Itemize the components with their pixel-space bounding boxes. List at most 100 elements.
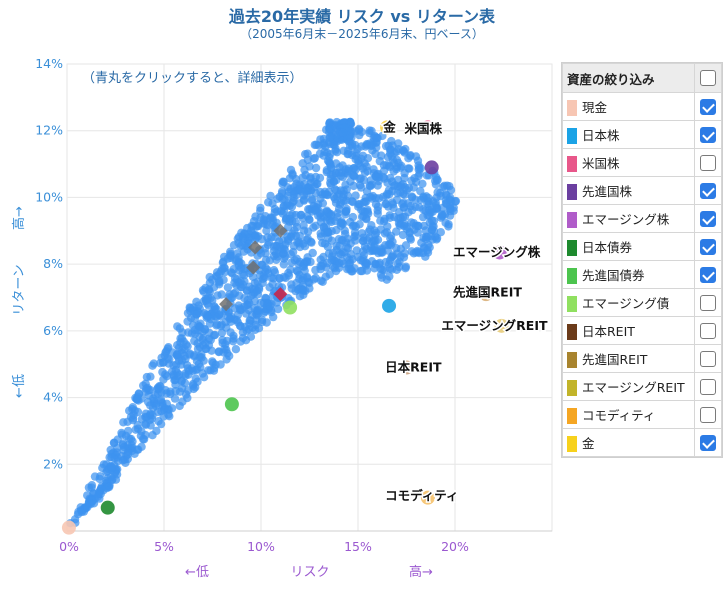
portfolio-point[interactable] [176, 334, 185, 343]
select-all-checkbox[interactable] [700, 70, 716, 87]
asset-point[interactable] [100, 500, 115, 515]
filter-checkbox[interactable] [700, 238, 716, 255]
portfolio-point[interactable] [141, 379, 150, 388]
portfolio-point[interactable] [223, 283, 233, 292]
portfolio-point[interactable] [365, 139, 374, 148]
portfolio-point[interactable] [256, 206, 265, 215]
portfolio-point[interactable] [190, 352, 199, 361]
portfolio-point[interactable] [402, 224, 411, 233]
portfolio-point[interactable] [299, 273, 308, 282]
portfolio-point[interactable] [284, 222, 293, 232]
portfolio-point[interactable] [270, 204, 280, 214]
portfolio-point[interactable] [305, 215, 314, 224]
portfolio-point[interactable] [327, 211, 336, 220]
portfolio-point[interactable] [316, 229, 325, 238]
filter-row[interactable]: 先進国株 [562, 176, 722, 205]
portfolio-point[interactable] [382, 275, 391, 284]
portfolio-point[interactable] [89, 499, 99, 508]
portfolio-point[interactable] [83, 502, 92, 512]
portfolio-point[interactable] [385, 256, 395, 265]
portfolio-point[interactable] [366, 192, 375, 202]
asset-point[interactable] [61, 520, 76, 535]
portfolio-point[interactable] [325, 270, 334, 279]
portfolio-point[interactable] [194, 301, 203, 310]
portfolio-point[interactable] [306, 257, 315, 267]
filter-row[interactable]: 日本株 [562, 120, 722, 149]
portfolio-point[interactable] [355, 181, 365, 190]
portfolio-point[interactable] [301, 150, 310, 159]
portfolio-point[interactable] [411, 152, 421, 161]
portfolio-point[interactable] [310, 140, 319, 150]
filter-row[interactable]: 先進国債券 [562, 260, 722, 289]
filter-checkbox[interactable] [700, 350, 716, 367]
portfolio-point[interactable] [275, 237, 284, 246]
portfolio-point[interactable] [159, 412, 168, 421]
portfolio-point[interactable] [341, 238, 351, 247]
portfolio-point[interactable] [351, 236, 360, 245]
portfolio-point[interactable] [257, 317, 267, 327]
portfolio-point[interactable] [311, 163, 321, 173]
filter-checkbox[interactable] [700, 434, 716, 451]
filter-row[interactable]: 現金 [562, 92, 722, 121]
portfolio-point[interactable] [389, 167, 398, 176]
portfolio-point[interactable] [373, 206, 382, 215]
portfolio-point[interactable] [264, 198, 273, 207]
portfolio-point[interactable] [404, 183, 414, 193]
portfolio-point[interactable] [119, 418, 128, 427]
highlight-portfolio-diamond[interactable] [273, 287, 288, 302]
portfolio-point[interactable] [107, 463, 116, 472]
portfolio-point[interactable] [171, 386, 180, 396]
portfolio-point[interactable] [205, 319, 215, 328]
filter-row[interactable]: エマージングREIT [562, 372, 722, 401]
portfolio-point[interactable] [298, 173, 307, 182]
portfolio-point[interactable] [291, 218, 300, 227]
portfolio-point[interactable] [252, 286, 262, 295]
portfolio-point[interactable] [261, 263, 270, 273]
portfolio-point[interactable] [247, 221, 256, 231]
portfolio-point[interactable] [437, 210, 447, 219]
portfolio-point[interactable] [148, 411, 157, 420]
portfolio-point[interactable] [444, 222, 453, 231]
portfolio-point[interactable] [242, 326, 251, 335]
portfolio-point[interactable] [385, 145, 395, 154]
portfolio-point[interactable] [172, 351, 182, 360]
asset-point[interactable] [382, 298, 397, 313]
portfolio-point[interactable] [278, 179, 287, 188]
portfolio-point[interactable] [414, 221, 423, 231]
portfolio-point[interactable] [413, 228, 422, 237]
portfolio-point[interactable] [231, 345, 241, 354]
portfolio-point[interactable] [327, 256, 336, 265]
portfolio-point[interactable] [254, 232, 263, 241]
portfolio-point[interactable] [342, 185, 351, 194]
portfolio-point[interactable] [268, 220, 277, 230]
portfolio-point[interactable] [102, 483, 112, 493]
portfolio-point[interactable] [286, 250, 295, 259]
portfolio-point[interactable] [133, 420, 142, 430]
portfolio-point[interactable] [327, 163, 336, 173]
portfolio-point[interactable] [230, 274, 240, 283]
filter-row[interactable]: エマージング債 [562, 288, 722, 317]
portfolio-point[interactable] [418, 212, 428, 222]
portfolio-point[interactable] [175, 324, 185, 333]
portfolio-point[interactable] [419, 192, 428, 201]
asset-point[interactable] [420, 490, 435, 505]
filter-row[interactable]: コモディティ [562, 400, 722, 429]
portfolio-point[interactable] [311, 206, 320, 215]
portfolio-point[interactable] [436, 228, 445, 237]
portfolio-point[interactable] [234, 238, 243, 247]
portfolio-point[interactable] [300, 165, 309, 175]
portfolio-point[interactable] [401, 262, 411, 271]
portfolio-point[interactable] [397, 161, 406, 171]
portfolio-point[interactable] [404, 164, 413, 173]
portfolio-point[interactable] [202, 344, 211, 354]
portfolio-point[interactable] [214, 310, 224, 320]
portfolio-point[interactable] [300, 266, 309, 275]
portfolio-point[interactable] [326, 178, 335, 188]
portfolio-point[interactable] [197, 353, 206, 362]
asset-point[interactable] [424, 160, 439, 175]
portfolio-point[interactable] [331, 144, 340, 154]
portfolio-point[interactable] [128, 403, 137, 412]
portfolio-point[interactable] [245, 316, 254, 325]
portfolio-point[interactable] [74, 507, 83, 517]
portfolio-point[interactable] [206, 335, 215, 345]
